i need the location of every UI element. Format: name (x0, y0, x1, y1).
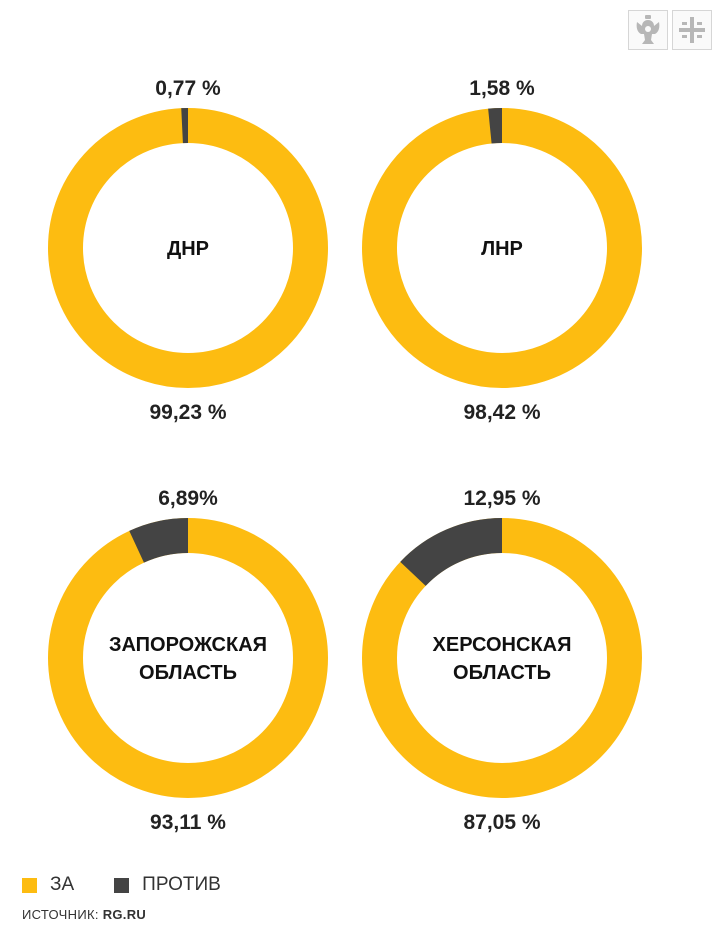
region-label-line: ОБЛАСТЬ (453, 662, 551, 684)
grid-cross-icon (672, 10, 712, 50)
donut-chart-0: 0,77 % 99,23 % ДНР (48, 77, 328, 424)
legend-label-for: ЗА (50, 874, 75, 895)
region-label-line: ОБЛАСТЬ (139, 662, 237, 684)
donut-chart-1: 1,58 % 98,42 % ЛНР (362, 77, 642, 424)
against-value-label: 12,95 % (463, 487, 540, 510)
region-label-line: ХЕРСОНСКАЯ (433, 634, 572, 656)
donut-chart-2: 6,89% 93,11 % ЗАПОРОЖСКАЯ ОБЛАСТЬ (48, 487, 328, 834)
header-logos (628, 10, 712, 50)
donut-slice-against (400, 518, 503, 587)
for-value-label: 98,42 % (463, 401, 540, 424)
legend-item-for: ЗА (22, 874, 74, 896)
legend-label-against: ПРОТИВ (142, 874, 221, 895)
against-value-label: 6,89% (158, 487, 218, 510)
double-headed-eagle-icon (628, 10, 668, 50)
region-label-line: ДНР (167, 238, 209, 260)
source-note: ИСТОЧНИК: RG.RU (22, 907, 146, 922)
region-label-line: ЛНР (481, 238, 523, 260)
region-label-line: ЗАПОРОЖСКАЯ (109, 634, 267, 656)
legend-swatch-against (114, 877, 130, 893)
legend-swatch-for (22, 877, 37, 893)
chart-legend: ЗА ПРОТИВ (22, 874, 221, 896)
for-value-label: 99,23 % (149, 401, 226, 424)
against-value-label: 1,58 % (469, 77, 535, 100)
legend-item-against: ПРОТИВ (114, 874, 221, 896)
source-name: RG.RU (102, 907, 147, 922)
for-value-label: 93,11 % (150, 811, 226, 834)
against-value-label: 0,77 % (155, 77, 221, 100)
donut-slice-against (488, 107, 503, 144)
donut-slice-against (129, 518, 189, 563)
donut-slice-for (48, 518, 328, 798)
donut-chart-3: 12,95 % 87,05 % ХЕРСОНСКАЯ ОБЛАСТЬ (362, 487, 642, 834)
for-value-label: 87,05 % (463, 811, 540, 834)
source-prefix: ИСТОЧНИК: (22, 907, 99, 922)
